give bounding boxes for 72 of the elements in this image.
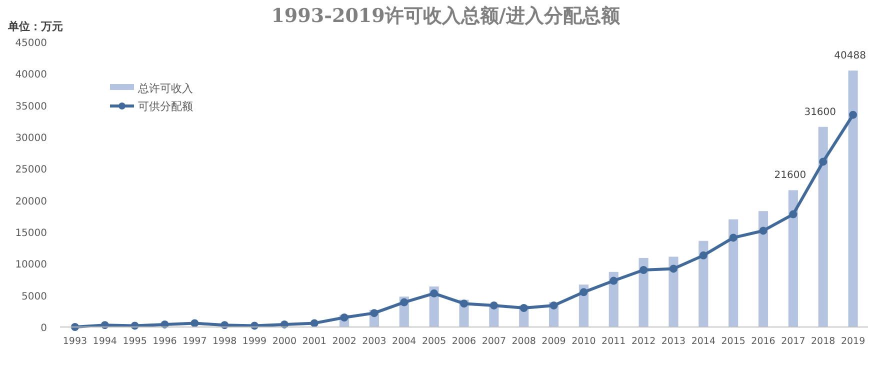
x-tick-label: 1999	[242, 336, 267, 347]
x-tick-label: 2017	[781, 336, 806, 347]
x-tick-label: 2006	[452, 336, 476, 347]
data-label: 40488	[834, 50, 866, 62]
x-tick-label: 2009	[542, 336, 566, 347]
y-tick-label: 35000	[15, 101, 47, 112]
x-tick-label: 2003	[362, 336, 386, 347]
bar	[788, 190, 798, 327]
point	[400, 298, 408, 306]
x-tick-label: 2005	[422, 336, 446, 347]
chart-title: 1993-2019许可收入总额/进入分配总额	[271, 5, 621, 27]
x-tick-label: 1996	[152, 336, 177, 347]
x-tick-label: 2019	[840, 336, 866, 347]
point	[370, 309, 378, 318]
point	[640, 266, 648, 274]
point	[550, 301, 558, 310]
x-tick-label: 2014	[691, 336, 716, 347]
bar	[818, 126, 828, 327]
point	[490, 301, 498, 310]
y-tick-label: 20000	[15, 196, 47, 208]
point	[849, 110, 858, 119]
bar	[638, 258, 648, 327]
x-tick-label: 2011	[602, 336, 626, 347]
legend-label: 总许可收入	[137, 82, 193, 95]
point	[340, 314, 348, 322]
point	[310, 319, 318, 328]
y-axis-title: 单位：万元	[7, 20, 63, 33]
point	[789, 210, 798, 218]
data-label: 31600	[804, 106, 836, 118]
point	[460, 300, 468, 308]
x-tick-label: 2016	[751, 336, 776, 347]
y-tick-label: 15000	[15, 228, 47, 239]
y-tick-label: 45000	[15, 38, 47, 49]
bar	[848, 70, 858, 327]
y-tick-label: 10000	[15, 260, 47, 271]
point	[430, 289, 438, 298]
bar	[668, 256, 678, 327]
x-tick-label: 2004	[392, 336, 416, 347]
y-tick-label: 40000	[15, 70, 47, 81]
x-tick-label: 1994	[92, 336, 117, 347]
bar	[698, 240, 708, 327]
point	[669, 264, 678, 273]
point	[729, 234, 738, 242]
point	[520, 304, 528, 312]
bar	[728, 219, 738, 327]
data-label: 21600	[774, 170, 806, 182]
x-tick-label: 1997	[182, 336, 207, 347]
x-tick-label: 2008	[512, 336, 536, 347]
point	[759, 226, 768, 235]
x-tick-label: 2018	[811, 336, 836, 347]
x-tick-label: 2015	[721, 336, 746, 347]
x-tick-label: 2001	[302, 336, 326, 347]
point	[580, 288, 588, 296]
x-tick-label: 1998	[212, 336, 237, 347]
x-tick-label: 2010	[572, 336, 596, 347]
x-tick-label: 1993	[62, 336, 88, 347]
x-tick-label: 1995	[122, 336, 147, 347]
point	[699, 251, 708, 260]
x-tick-label: 2002	[332, 336, 356, 347]
x-tick-label: 2000	[272, 336, 297, 347]
x-tick-label: 2007	[482, 336, 506, 347]
y-tick-label: 5000	[22, 291, 47, 302]
y-tick-label: 25000	[15, 164, 47, 176]
y-tick-label: 0	[40, 323, 47, 334]
x-tick-label: 2013	[661, 336, 686, 347]
point	[190, 319, 199, 328]
point	[610, 276, 618, 285]
x-tick-label: 2012	[631, 336, 656, 347]
legend-label: 可供分配额	[138, 100, 193, 113]
point	[819, 158, 828, 166]
y-tick-label: 30000	[15, 133, 47, 144]
bar	[758, 211, 768, 327]
